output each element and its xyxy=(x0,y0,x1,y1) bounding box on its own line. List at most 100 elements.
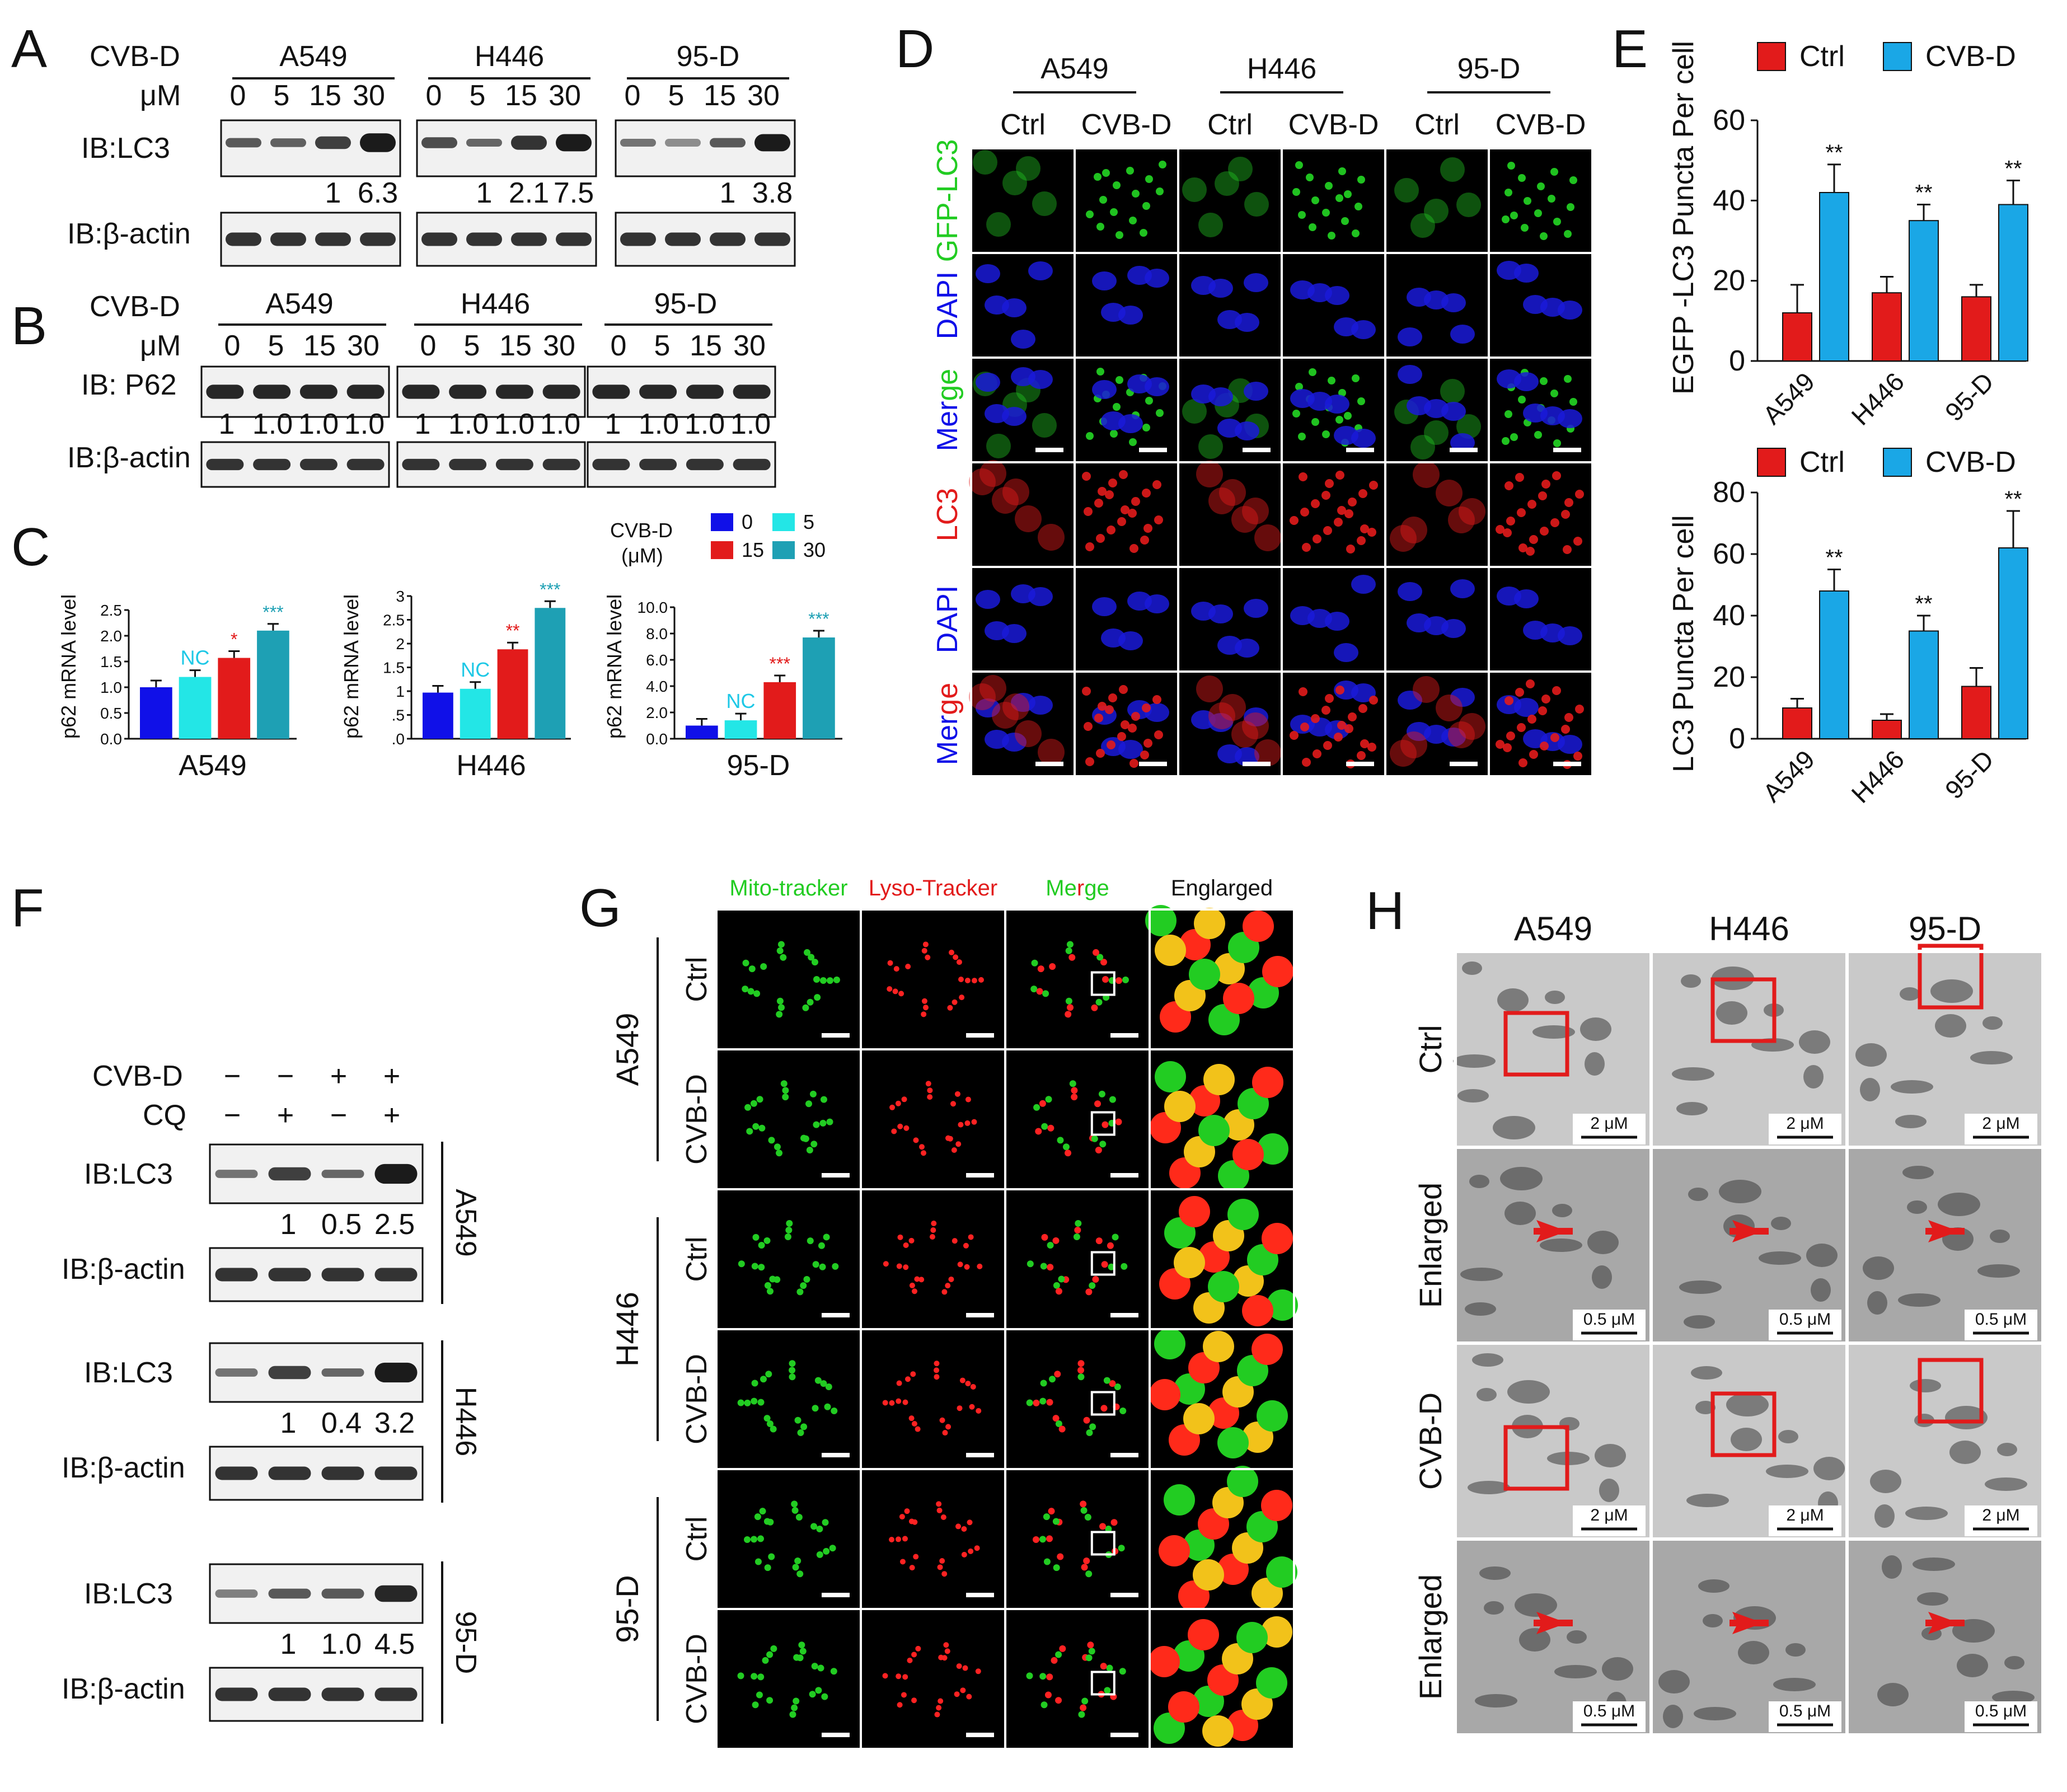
panel-g-dot-4-2-19 xyxy=(1043,1558,1051,1565)
panel-g-dot-2-0-10 xyxy=(785,1227,793,1234)
panel-b-dose-1-3: 30 xyxy=(543,330,575,362)
panel-h-organelle-0-0-5 xyxy=(1493,1116,1535,1139)
panel-g-box-5 xyxy=(1090,1671,1115,1696)
panel-d-red-3-4-0 xyxy=(1448,506,1475,533)
panel-g-dot-1-1-20 xyxy=(958,1122,964,1128)
panel-d-dot-0-3-3 xyxy=(1357,176,1365,184)
panel-g-blob-1-5 xyxy=(1203,1064,1235,1095)
panel-g-cell-5-1 xyxy=(861,1609,1005,1749)
panel-g-dot-2-1-21 xyxy=(914,1276,920,1282)
panel-d-red-5-4-4 xyxy=(1459,713,1485,740)
panel-g-dot-0-1-12 xyxy=(925,954,931,960)
panel-d-cell-3-4 xyxy=(1385,462,1489,567)
panel-a-lc3-0-band-0 xyxy=(226,138,261,148)
panel-g-dot-2-0-9 xyxy=(758,1241,765,1249)
panel-g-dot-2-0-1 xyxy=(751,1263,758,1270)
panel-g-cell-1-2 xyxy=(1005,1049,1150,1189)
panel-d-red-5-5-19 xyxy=(1526,679,1535,688)
panel-c-bar-1-0 xyxy=(423,692,453,739)
panel-c-bar-2-3 xyxy=(803,637,835,739)
panel-h-organelle-0-0-1 xyxy=(1497,988,1529,1012)
panel-h-organelle-1-1-5 xyxy=(1719,1180,1761,1203)
panel-g-dot-1-1-2 xyxy=(891,1128,897,1134)
panel-h-organelle-2-2-6 xyxy=(1997,1443,2017,1456)
panel-g-dot-2-2-13 xyxy=(1089,1282,1096,1289)
panel-g-dot-1-0-8 xyxy=(776,1150,783,1157)
panel-g-dot-4-0-12 xyxy=(768,1553,775,1560)
panel-g-dot-2-2-19 xyxy=(1121,1263,1128,1270)
panel-d-red-3-1-0 xyxy=(1098,487,1107,496)
panel-h-organelle-3-1-7 xyxy=(1658,1670,1690,1694)
panel-d-col-0: Ctrl xyxy=(1000,109,1046,141)
panel-g-dot-5-2-3 xyxy=(1081,1697,1089,1705)
panel-g-dot-1-1-18 xyxy=(927,1094,933,1100)
panel-g-dot-3-0-11 xyxy=(831,1407,838,1414)
panel-d-dot-2-1-12 xyxy=(1156,409,1164,417)
panel-g-dot-1-1-15 xyxy=(913,1137,919,1143)
panel-g-dot-4-0-2 xyxy=(822,1519,829,1526)
panel-d-red-3-0-4 xyxy=(979,460,1006,487)
panel-h-row-1: Enlarged xyxy=(1413,1183,1448,1308)
panel-g-dot-3-1-11 xyxy=(976,1408,982,1414)
panel-d-red-3-3-3 xyxy=(1325,479,1334,488)
panel-f-sign2-2: − xyxy=(330,1099,347,1132)
panel-g-dot-3-2-9 xyxy=(1077,1373,1085,1381)
panel-c-ticklabel-1-0: 3 xyxy=(396,588,405,605)
panel-h-organelle-3-0-5 xyxy=(1515,1593,1557,1617)
panel-b-p62-2-band-3 xyxy=(733,384,771,399)
panel-d-nucleus-2-5-4 xyxy=(1523,404,1548,423)
panel-g-cell-5-0 xyxy=(716,1609,861,1749)
panel-g-dot-2-1-5 xyxy=(964,1264,970,1270)
panel-b-ratio-0-3: 1.0 xyxy=(344,408,385,440)
panel-g-blob-5-2 xyxy=(1261,1616,1292,1648)
panel-a-dose-1-3: 30 xyxy=(549,79,581,112)
panel-g-blob-4-13 xyxy=(1261,1490,1292,1521)
panel-a-row-actin: IB:β-actin xyxy=(67,218,191,250)
panel-d-red-3-1-19 xyxy=(1128,509,1137,518)
panel-g-blob-0-0 xyxy=(1145,905,1177,936)
panel-g-dot-1-0-15 xyxy=(768,1137,775,1144)
panel-h-organelle-0-2-6 xyxy=(1982,1016,2003,1030)
panel-g-dot-0-1-3 xyxy=(887,986,893,992)
panel-d-red-3-0-5 xyxy=(1002,479,1029,505)
panel-c-ticklabel-0-4: 0.5 xyxy=(100,705,122,722)
panel-g-dot-2-0-16 xyxy=(763,1237,771,1244)
panel-g-dot-0-2-0 xyxy=(1102,976,1109,983)
panel-g-dot-0-0-2 xyxy=(776,1011,783,1018)
panel-d-red-5-4-5 xyxy=(1400,731,1427,758)
panel-g-dot-0-2-19 xyxy=(1065,947,1072,954)
panel-g-dot-1-1-21 xyxy=(947,1136,953,1142)
panel-h-organelle-1-0-4 xyxy=(1465,1302,1496,1316)
panel-b-dose-0-0: 0 xyxy=(224,330,241,362)
panel-f-ratio-1-0: 1 xyxy=(280,1407,297,1439)
panel-g-dot-1-0-10 xyxy=(750,1100,757,1107)
panel-d-nucleus-1-3-3 xyxy=(1334,317,1358,336)
panel-d-red-5-3-18 xyxy=(1344,724,1353,733)
panel-d-dot-2-1-10 xyxy=(1096,368,1104,376)
panel-h-organelle-2-1-8 xyxy=(1686,1494,1729,1507)
panel-a-lc3-2-band-0 xyxy=(620,139,656,147)
panel-c-bar-1-2 xyxy=(497,649,528,739)
panel-d-red-3-5-18 xyxy=(1503,528,1512,537)
panel-h-col-1: H446 xyxy=(1709,910,1789,947)
panel-e-legend-swatch-cvbd-1 xyxy=(1883,448,1912,477)
panel-h-organelle-0-1-4 xyxy=(1676,1102,1708,1115)
panel-g-dot-0-1-11 xyxy=(887,960,893,966)
panel-b-dose-1-2: 15 xyxy=(499,330,532,362)
panel-g-dot-2-2-5 xyxy=(1108,1263,1115,1270)
panel-g-dot-1-1-8 xyxy=(921,1150,927,1156)
panel-h-organelle-0-2-4 xyxy=(1895,1115,1927,1128)
panel-g-blob-2-9 xyxy=(1227,1199,1259,1230)
panel-f-actin-0-band-0 xyxy=(215,1268,258,1282)
panel-g-blob-5-9 xyxy=(1256,1667,1287,1699)
panel-c-legend-title: CVB-D xyxy=(610,519,673,542)
panel-d-red-3-1-11 xyxy=(1107,526,1115,534)
panel-d-nucleus-5-2-3 xyxy=(1217,744,1242,763)
panel-c-ticklabel-1-5: .5 xyxy=(392,707,405,724)
panel-g-blob-0-10 xyxy=(1243,911,1274,942)
panel-b-group-0: A549 xyxy=(265,288,333,320)
panel-b-p62-2-band-2 xyxy=(686,384,724,399)
panel-d-red-3-1-1 xyxy=(1121,505,1129,514)
panel-d-dot-0-1-8 xyxy=(1113,181,1121,189)
